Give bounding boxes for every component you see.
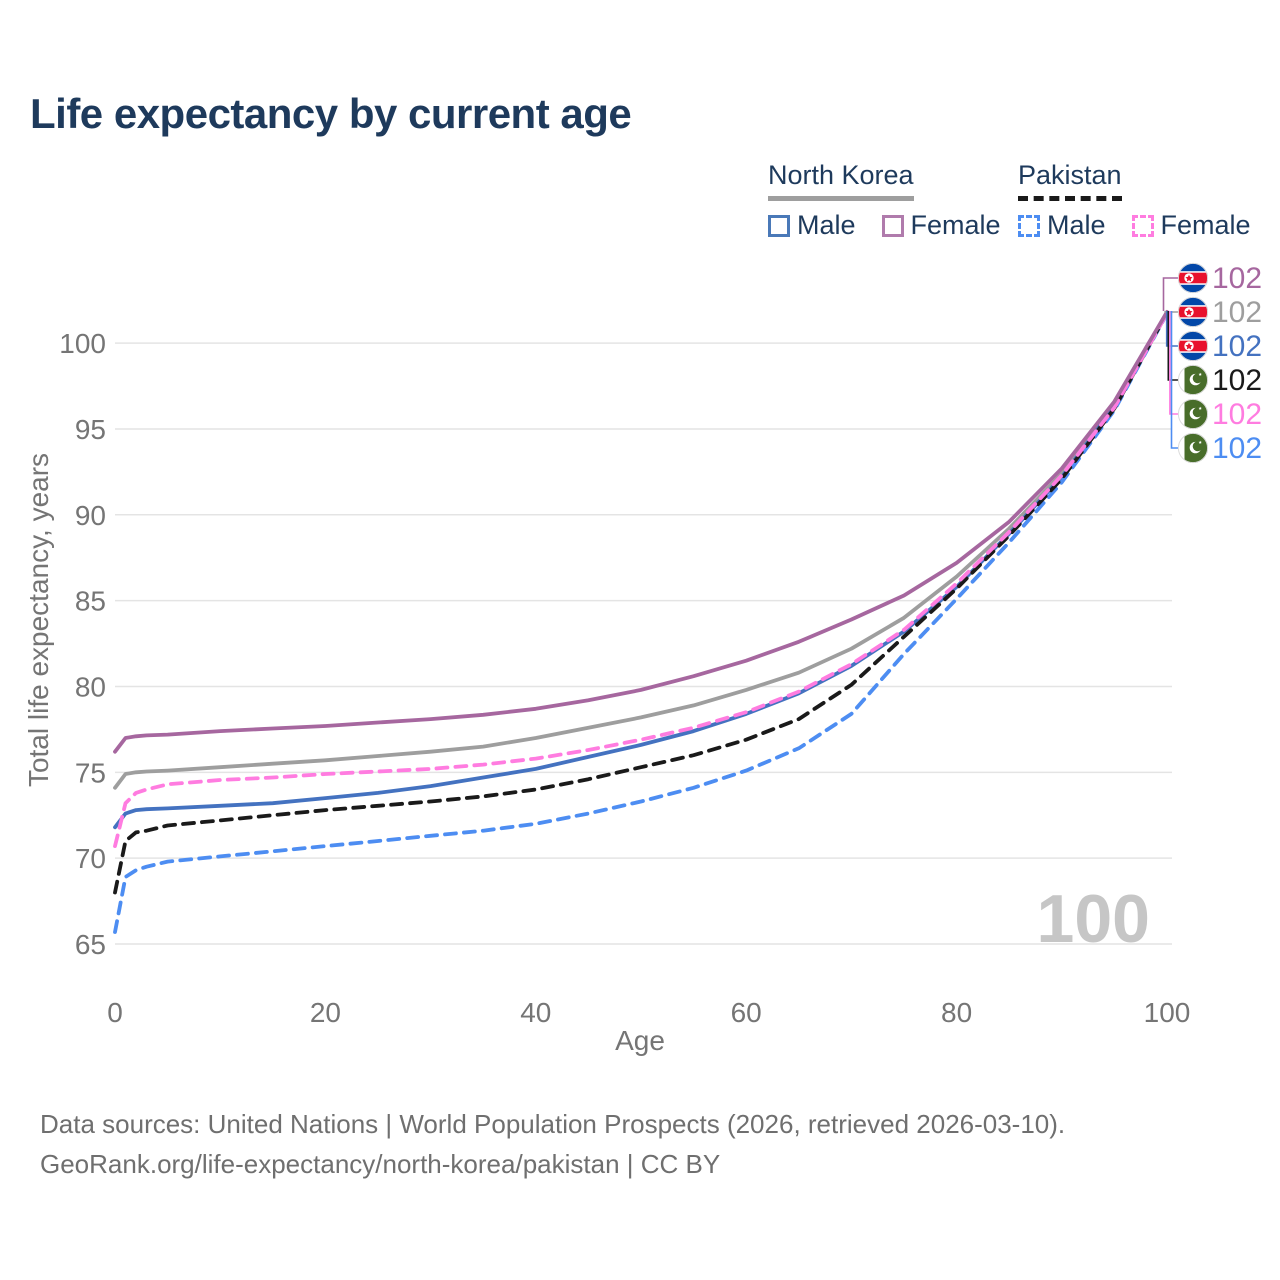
y-tick-label: 80 <box>75 671 106 702</box>
series-line-nk-female[interactable] <box>113 310 1169 754</box>
y-tick-label: 95 <box>75 414 106 445</box>
end-label-leader-line <box>1164 311 1179 313</box>
y-tick-label: 65 <box>75 929 106 960</box>
legend: North Korea Male Female Pakistan Male <box>0 160 1280 250</box>
flag-star <box>1198 440 1202 444</box>
legend-heading-north-korea: North Korea <box>768 160 914 201</box>
nk-male-swatch-icon <box>768 214 790 237</box>
flag-star <box>1185 274 1193 282</box>
series-line-pk-total[interactable] <box>113 311 1169 895</box>
pakistan-flag-icon <box>1177 364 1209 396</box>
flag-star <box>1185 308 1193 316</box>
legend-group-north-korea: North Korea Male Female <box>768 160 1027 241</box>
flag-star <box>1198 372 1202 376</box>
flag-crescent <box>1192 373 1203 384</box>
y-tick-label: 70 <box>75 843 106 874</box>
series-line-pk-female[interactable] <box>113 311 1169 848</box>
flag-ring <box>1177 330 1209 362</box>
legend-heading-pakistan: Pakistan <box>1018 160 1122 201</box>
series-line-nk-male[interactable] <box>113 310 1169 830</box>
end-value-label-nk-male: 102 <box>1212 330 1262 363</box>
flag-ring <box>1177 364 1209 396</box>
footer-url-line: GeoRank.org/life-expectancy/north-korea/… <box>40 1149 721 1179</box>
y-tick-label: 75 <box>75 757 106 788</box>
legend-label: Male <box>1047 210 1106 240</box>
north-korea-flag-icon <box>1177 262 1209 294</box>
legend-label: Female <box>1160 210 1251 240</box>
nk-female-swatch-icon <box>881 214 904 237</box>
x-tick-label: 20 <box>310 997 341 1028</box>
end-label-leader-line <box>1170 311 1179 449</box>
pk-female-swatch-icon <box>1131 214 1154 237</box>
y-tick-label: 90 <box>75 500 106 531</box>
flag-star <box>1198 406 1202 410</box>
legend-group-pakistan: Pakistan Male Female <box>1018 160 1277 241</box>
x-axis-title: Age <box>615 1025 665 1056</box>
current-age-watermark: 100 <box>1037 881 1150 957</box>
x-tick-label: 80 <box>941 997 972 1028</box>
y-tick-label: 85 <box>75 586 106 617</box>
flag-ring <box>1177 296 1209 328</box>
end-value-label-nk-total: 102 <box>1212 296 1262 329</box>
x-tick-label: 60 <box>731 997 762 1028</box>
north-korea-flag-icon <box>1177 330 1209 362</box>
flag-ring <box>1177 262 1209 294</box>
north-korea-flag-icon <box>1177 296 1209 328</box>
flag-crescent <box>1192 407 1203 418</box>
end-label-leader-line <box>1165 311 1179 347</box>
legend-item-pk-male[interactable]: Male <box>1018 210 1106 241</box>
pakistan-flag-icon <box>1177 432 1209 464</box>
legend-item-nk-male[interactable]: Male <box>768 210 856 241</box>
x-tick-label: 0 <box>107 997 123 1028</box>
end-label-leader-line <box>1169 311 1179 415</box>
pakistan-flag-icon <box>1177 398 1209 430</box>
pk-male-swatch-icon <box>1018 214 1040 237</box>
flag-ring <box>1177 398 1209 430</box>
footer-sources-line: Data sources: United Nations | World Pop… <box>40 1109 1066 1139</box>
x-tick-label: 40 <box>520 997 551 1028</box>
series-line-nk-total[interactable] <box>113 310 1169 790</box>
legend-label: Female <box>910 210 1001 240</box>
chart-title: Life expectancy by current age <box>30 90 632 137</box>
end-value-label-pk-total: 102 <box>1212 364 1262 397</box>
series-line-pk-male[interactable] <box>113 311 1169 934</box>
legend-item-nk-female[interactable]: Female <box>881 210 1001 241</box>
y-tick-label: 100 <box>59 328 106 359</box>
end-value-label-pk-male: 102 <box>1212 432 1262 465</box>
flag-crescent <box>1192 441 1203 452</box>
legend-item-pk-female[interactable]: Female <box>1131 210 1251 241</box>
legend-label: Male <box>797 210 856 240</box>
end-label-leader-line <box>1162 277 1179 311</box>
x-tick-label: 100 <box>1144 997 1191 1028</box>
flag-star <box>1185 342 1193 350</box>
footer-attribution: Data sources: United Nations | World Pop… <box>40 1104 1065 1184</box>
y-axis-title: Total life expectancy, years <box>23 453 54 787</box>
flag-ring <box>1177 432 1209 464</box>
end-label-leader-line <box>1167 311 1179 381</box>
end-value-label-pk-female: 102 <box>1212 398 1262 431</box>
end-value-label-nk-female: 102 <box>1212 262 1262 295</box>
